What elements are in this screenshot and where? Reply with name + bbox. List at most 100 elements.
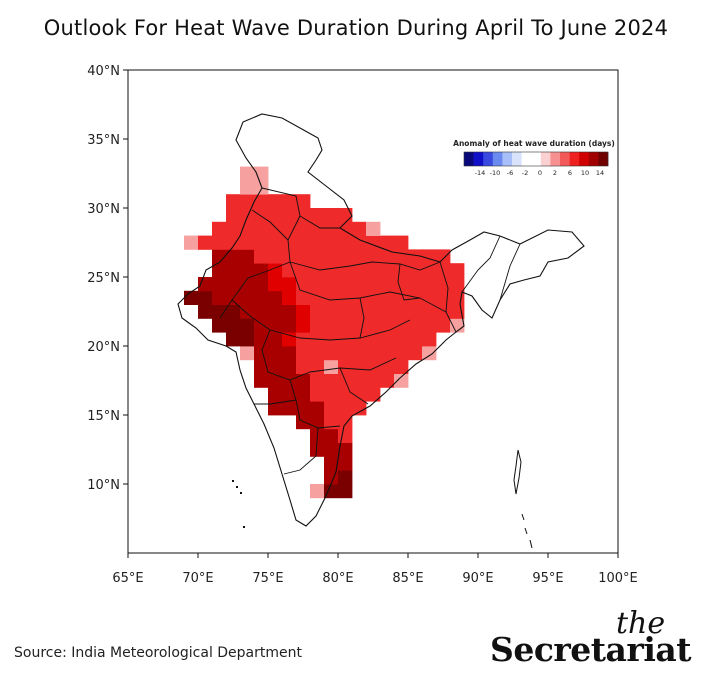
anomaly-cell [254, 304, 269, 319]
anomaly-cell [324, 428, 339, 443]
anomaly-cell [338, 359, 353, 374]
legend-border [463, 151, 609, 167]
legend-tick-label: -6 [507, 169, 513, 177]
anomaly-cell [352, 263, 367, 278]
anomaly-cell [268, 401, 283, 416]
anomaly-cell [240, 194, 255, 209]
anomaly-cell [240, 180, 255, 195]
anomaly-grid-cells [184, 166, 465, 499]
anomaly-cell [310, 346, 325, 361]
anomaly-cell [310, 387, 325, 402]
anomaly-cell [352, 221, 367, 236]
anomaly-cell [212, 304, 227, 319]
anomaly-cell [394, 235, 409, 250]
anomaly-cell [366, 249, 381, 264]
anomaly-cell [296, 221, 311, 236]
anomaly-cell [436, 277, 451, 292]
anomaly-cell [324, 359, 339, 374]
legend-tick-label: 10 [581, 169, 589, 177]
anomaly-cell [226, 304, 241, 319]
anomaly-cell [282, 263, 297, 278]
anomaly-cell [324, 221, 339, 236]
anomaly-cell [310, 290, 325, 305]
longitude-axis: 65°E 70°E 75°E 80°E 85°E 90°E 95°E 100°E [112, 553, 638, 586]
anomaly-cell [254, 277, 269, 292]
anomaly-cell [296, 415, 311, 430]
anomaly-cell [338, 387, 353, 402]
anomaly-cell [338, 401, 353, 416]
lon-tick-label: 80°E [322, 571, 353, 586]
chart-title: Outlook For Heat Wave Duration During Ap… [43, 16, 669, 40]
lat-tick-label: 25°N [87, 271, 120, 286]
anomaly-cell [268, 304, 283, 319]
anomaly-cell [310, 442, 325, 457]
anomaly-cell [198, 235, 213, 250]
anomaly-cell [366, 263, 381, 278]
legend-tick-label: -14 [475, 169, 486, 177]
anomaly-cell [282, 359, 297, 374]
anomaly-cell [380, 277, 395, 292]
anomaly-cell [338, 304, 353, 319]
anomaly-cell [282, 387, 297, 402]
anomaly-cell [394, 346, 409, 361]
anomaly-cell [352, 346, 367, 361]
lakshadweep-islands [232, 480, 245, 528]
anomaly-cell [324, 401, 339, 416]
state-boundaries [219, 187, 521, 475]
legend-swatch [560, 152, 570, 166]
anomaly-cell [436, 249, 451, 264]
lon-tick-label: 85°E [392, 571, 423, 586]
legend-colorbar [463, 151, 609, 167]
anomaly-cell [226, 318, 241, 333]
anomaly-cell [240, 346, 255, 361]
plot-border [127, 69, 619, 554]
anomaly-cell [282, 346, 297, 361]
anomaly-cell [310, 415, 325, 430]
anomaly-cell [268, 208, 283, 223]
anomaly-cell [282, 194, 297, 209]
anomaly-cell [422, 249, 437, 264]
anomaly-cell [394, 332, 409, 347]
anomaly-cell [254, 263, 269, 278]
anomaly-cell [366, 290, 381, 305]
lon-tick-label: 90°E [462, 571, 493, 586]
legend-swatch [569, 152, 580, 166]
legend-swatch [588, 152, 599, 166]
anomaly-cell [240, 318, 255, 333]
anomaly-cell [352, 359, 367, 374]
anomaly-cell [352, 304, 367, 319]
anomaly-cell [380, 332, 395, 347]
anomaly-cell [282, 304, 297, 319]
anomaly-cell [422, 263, 437, 278]
anomaly-cell [310, 249, 325, 264]
anomaly-cell [422, 277, 437, 292]
anomaly-cell [310, 401, 325, 416]
anomaly-cell [310, 484, 325, 499]
anomaly-cell [422, 304, 437, 319]
anomaly-cell [380, 235, 395, 250]
anomaly-cell [366, 359, 381, 374]
anomaly-cell [282, 332, 297, 347]
anomaly-cell [254, 290, 269, 305]
anomaly-cell [380, 304, 395, 319]
lat-tick-label: 20°N [87, 340, 120, 355]
anomaly-cell [338, 235, 353, 250]
anomaly-cell [296, 304, 311, 319]
anomaly-cell [254, 346, 269, 361]
legend-swatch [483, 152, 494, 166]
anomaly-cell [254, 180, 269, 195]
color-legend: Anomaly of heat wave duration (days) -14… [453, 139, 615, 177]
anomaly-cell [324, 304, 339, 319]
anomaly-cell [268, 221, 283, 236]
anomaly-cell [352, 401, 367, 416]
anomaly-cell [226, 332, 241, 347]
anomaly-cell [212, 249, 227, 264]
anomaly-cell [408, 249, 423, 264]
anomaly-cell [296, 373, 311, 388]
legend-tick-label: 0 [538, 169, 542, 177]
anomaly-cell [296, 346, 311, 361]
anomaly-cell [352, 235, 367, 250]
anomaly-cell [226, 235, 241, 250]
anomaly-cell [380, 318, 395, 333]
anomaly-cell [240, 235, 255, 250]
